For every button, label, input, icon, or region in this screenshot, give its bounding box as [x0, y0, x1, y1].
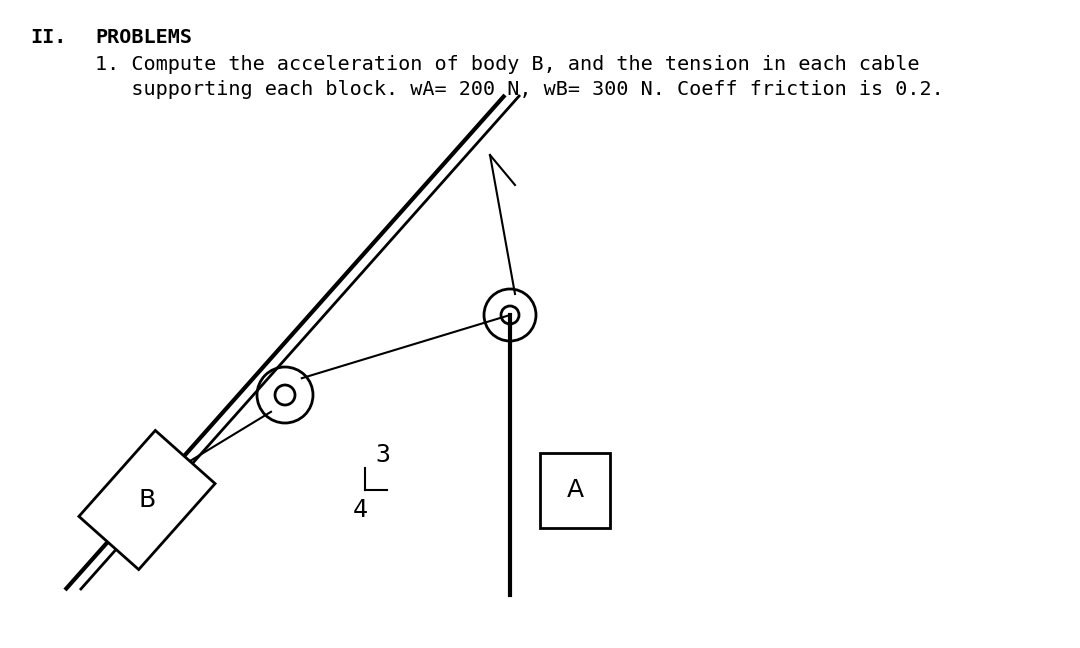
Text: 3: 3 — [375, 443, 390, 467]
Bar — [540, 452, 610, 527]
Text: supporting each block. wA= 200 N, wB= 300 N. Coeff friction is 0.2.: supporting each block. wA= 200 N, wB= 30… — [95, 80, 944, 99]
Text: 1. Compute the acceleration of body B, and the tension in each cable: 1. Compute the acceleration of body B, a… — [95, 55, 919, 74]
Polygon shape — [79, 430, 215, 570]
Text: 4: 4 — [352, 498, 367, 522]
Text: PROBLEMS: PROBLEMS — [95, 28, 192, 47]
Text: A: A — [566, 478, 583, 502]
Text: B: B — [138, 488, 156, 512]
Text: II.: II. — [30, 28, 66, 47]
